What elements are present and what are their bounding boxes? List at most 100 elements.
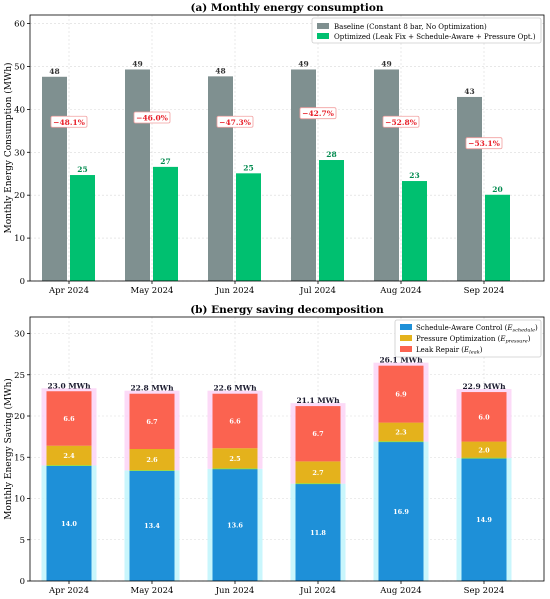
- schedule-segment: [46, 465, 92, 581]
- baseline-value-label: 43: [464, 87, 474, 96]
- pressure-value-label: 2.4: [63, 452, 75, 460]
- optimized-value-label: 25: [243, 163, 253, 172]
- schedule-value-label: 13.4: [144, 522, 160, 530]
- leak-segment: [46, 391, 92, 446]
- baseline-bar: [125, 69, 150, 282]
- leak-segment: [295, 406, 341, 462]
- leak-segment: [212, 393, 258, 449]
- pressure-segment: [129, 449, 175, 471]
- y-tick-label: 0: [20, 277, 25, 287]
- legend-label: Baseline (Constant 8 bar, No Optimizatio…: [334, 23, 487, 31]
- leak-value-label: 6.9: [395, 391, 407, 399]
- leak-segment: [129, 393, 175, 449]
- total-label: 22.9 MWh: [462, 382, 506, 391]
- pressure-value-label: 2.5: [229, 455, 241, 463]
- y-tick-label: 30: [14, 330, 25, 340]
- reduction-label: −53.1%: [468, 139, 500, 148]
- x-tick-label: May 2024: [131, 286, 174, 296]
- pressure-value-label: 2.6: [146, 456, 158, 464]
- optimized-bar: [485, 194, 510, 281]
- panel-a-ylabel: Monthly Energy Consumption (MWh): [3, 62, 14, 233]
- leak-value-label: 6.7: [146, 418, 157, 426]
- y-tick-label: 10: [14, 495, 25, 505]
- y-tick-label: 0: [20, 577, 25, 587]
- panel-b-chart: (b) Energy saving decomposition 0 5 10 15 20 2…: [3, 304, 545, 596]
- y-tick-label: 10: [14, 234, 25, 244]
- total-label: 21.1 MWh: [296, 396, 340, 405]
- reduction-label: −46.0%: [136, 113, 168, 122]
- y-tick-label: 15: [14, 453, 25, 463]
- schedule-segment: [295, 483, 341, 581]
- leak-value-label: 6.0: [478, 413, 490, 421]
- reduction-box: [382, 115, 420, 128]
- legend-box: [311, 17, 542, 44]
- x-tick-label: Sep 2024: [464, 286, 505, 296]
- pressure-segment: [378, 422, 424, 442]
- baseline-value-label: 49: [132, 59, 142, 68]
- schedule-segment: [461, 458, 507, 581]
- reduction-box: [299, 107, 337, 120]
- baseline-value-label: 49: [298, 59, 308, 68]
- reduction-box: [465, 137, 503, 150]
- legend-label: Schedule-Aware Control (Eschedule): [416, 324, 538, 334]
- y-tick-label: 30: [14, 148, 25, 158]
- optimized-bar: [319, 160, 344, 281]
- x-tick-label: Aug 2024: [379, 586, 421, 596]
- schedule-value-label: 16.9: [393, 508, 409, 516]
- panel-a-chart: (a) Monthly energy consumption 0 10 20 30 40 5…: [3, 2, 545, 296]
- reduction-label: −47.3%: [219, 118, 251, 127]
- baseline-value-label: 49: [381, 59, 391, 68]
- reduction-box: [50, 115, 88, 128]
- leak-value-label: 6.6: [63, 415, 75, 423]
- x-tick-label: Aug 2024: [379, 286, 421, 296]
- baseline-bar: [291, 69, 316, 282]
- x-tick-label: Sep 2024: [464, 586, 505, 596]
- legend-swatch: [400, 335, 412, 341]
- baseline-bar: [208, 76, 233, 281]
- optimized-value-label: 20: [492, 185, 502, 194]
- y-tick-label: 20: [14, 191, 25, 201]
- legend-swatch: [400, 324, 412, 330]
- schedule-value-label: 14.9: [476, 516, 492, 524]
- panel-a-frame: [29, 14, 545, 282]
- y-tick-label: 60: [14, 20, 25, 30]
- optimized-value-label: 23: [409, 171, 419, 180]
- total-label: 23.0 MWh: [47, 381, 91, 390]
- baseline-bar: [42, 76, 67, 282]
- legend-box: [394, 319, 542, 358]
- baseline-bar: [374, 69, 399, 282]
- reduction-label: −48.1%: [53, 118, 85, 127]
- optimized-value-label: 25: [77, 165, 87, 174]
- x-tick-label: Jul 2024: [299, 586, 336, 596]
- pressure-value-label: 2.0: [478, 446, 490, 454]
- legend-swatch: [317, 33, 329, 39]
- legend-label: Leak Repair (Eleak): [416, 346, 483, 356]
- schedule-segment: [378, 441, 424, 581]
- reduction-box: [216, 115, 254, 128]
- panel-a-title: (a) Monthly energy consumption: [190, 2, 383, 14]
- panel-b-frame: [29, 316, 545, 582]
- x-tick-label: Jun 2024: [215, 586, 255, 596]
- optimized-bar: [70, 175, 95, 281]
- y-tick-label: 20: [14, 412, 25, 422]
- total-label: 26.1 MWh: [379, 356, 423, 365]
- pressure-segment: [461, 441, 507, 459]
- pressure-value-label: 2.3: [395, 429, 407, 437]
- legend-swatch: [317, 23, 329, 29]
- y-tick-label: 5: [20, 536, 25, 546]
- schedule-segment: [212, 468, 258, 581]
- baseline-bar: [457, 96, 482, 281]
- legend-label: Optimized (Leak Fix + Schedule-Aware + P…: [334, 33, 536, 41]
- total-label: 22.8 MWh: [130, 384, 174, 393]
- y-tick-label: 25: [14, 371, 25, 381]
- optimized-bar: [236, 173, 261, 281]
- panel-b-title: (b) Energy saving decomposition: [190, 304, 384, 316]
- baseline-value-label: 48: [215, 66, 225, 75]
- reduction-label: −52.8%: [385, 118, 417, 127]
- optimized-value-label: 28: [326, 150, 336, 159]
- optimized-value-label: 27: [160, 157, 170, 166]
- optimized-bar: [402, 181, 427, 281]
- leak-value-label: 6.7: [312, 430, 323, 438]
- schedule-value-label: 14.0: [61, 520, 77, 528]
- total-label: 22.6 MWh: [213, 384, 257, 393]
